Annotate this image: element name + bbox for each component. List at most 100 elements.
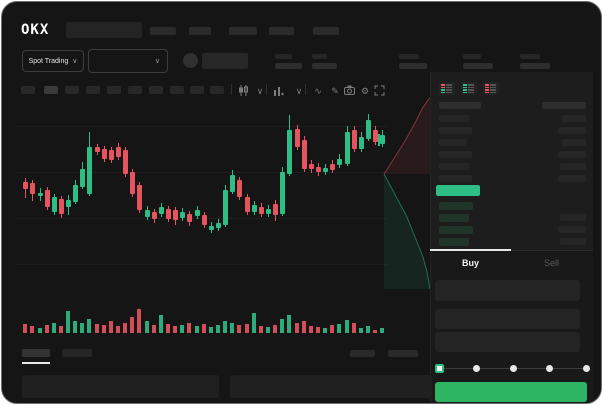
volume-bar	[73, 321, 77, 333]
timeframe-button[interactable]	[65, 86, 79, 94]
volume-bar	[345, 320, 349, 333]
book-asks-icon[interactable]	[483, 82, 499, 95]
timeframe-button[interactable]	[86, 86, 100, 94]
candle-body	[302, 140, 307, 169]
search-input[interactable]	[66, 22, 142, 38]
nav-item[interactable]	[269, 27, 294, 35]
volume-bar	[359, 328, 363, 333]
chevron-down-icon[interactable]: ∨	[256, 86, 264, 96]
stat-label-skeleton	[520, 54, 540, 59]
bid-row-price[interactable]	[439, 226, 473, 234]
tab-sell[interactable]: Sell	[543, 258, 559, 268]
candle-body	[280, 172, 285, 214]
volume-bar	[259, 326, 263, 333]
ask-row-price[interactable]	[439, 115, 469, 122]
ask-row-price[interactable]	[439, 139, 467, 146]
candle-body	[130, 172, 135, 194]
slider-stop[interactable]	[509, 365, 517, 372]
settings-icon[interactable]: ⚙	[360, 86, 370, 96]
candle-body	[202, 215, 207, 225]
timeframe-button[interactable]	[128, 86, 142, 94]
bid-row-amount	[558, 226, 586, 233]
candle-body	[230, 175, 235, 192]
nav-item[interactable]	[229, 27, 257, 35]
screenshot-icon[interactable]	[344, 85, 356, 97]
last-price-pill[interactable]	[436, 185, 480, 196]
nav-item[interactable]	[150, 27, 176, 35]
volume-bar	[109, 321, 113, 333]
ask-row-price[interactable]	[439, 163, 469, 170]
nav-item[interactable]	[313, 27, 339, 35]
pair-name-skeleton	[202, 53, 248, 69]
bottom-link[interactable]	[350, 350, 375, 357]
order-form-field[interactable]	[435, 309, 580, 329]
ask-row-amount	[558, 175, 586, 182]
bottom-tab[interactable]	[22, 349, 50, 357]
chevron-down-icon[interactable]: ∨	[295, 86, 303, 96]
timeframe-button[interactable]	[170, 86, 184, 94]
candle-body	[373, 130, 378, 142]
candle-body	[38, 193, 43, 196]
candle-body	[173, 210, 178, 220]
chevron-down-icon: ∨	[72, 57, 78, 65]
buy-submit-button[interactable]	[435, 382, 587, 402]
volume-bar	[216, 325, 220, 333]
stat-value-skeleton	[312, 63, 337, 69]
nav-item[interactable]	[189, 27, 211, 35]
candle-body	[330, 164, 335, 170]
tab-buy[interactable]: Buy	[461, 258, 479, 268]
candle-body	[87, 147, 92, 194]
candle-body	[252, 205, 257, 212]
draw-tool-icon[interactable]: ✎	[331, 86, 339, 96]
volume-bar	[23, 324, 27, 333]
bottom-tab[interactable]	[62, 349, 92, 357]
slider-stop[interactable]	[583, 365, 590, 372]
volume-bar	[123, 323, 127, 333]
candle-body	[159, 207, 164, 214]
slider-handle[interactable]	[435, 364, 444, 373]
line-style-icon[interactable]: ∿	[314, 86, 322, 96]
candle-body	[116, 147, 121, 157]
order-form-field[interactable]	[435, 332, 580, 352]
order-form-field[interactable]	[435, 280, 580, 301]
candle-body	[352, 130, 357, 149]
candle-body	[237, 180, 242, 197]
volume-bar	[80, 323, 84, 333]
tabs-divider	[431, 250, 593, 251]
last-price-marker	[378, 134, 380, 146]
market-type-dropdown[interactable]: Spot Trading ∨	[22, 50, 84, 72]
timeframe-button[interactable]	[107, 86, 121, 94]
candle-body	[195, 210, 200, 216]
candle-body	[145, 210, 150, 217]
slider-stop[interactable]	[472, 365, 480, 372]
candle-body	[309, 164, 314, 169]
book-combined-icon[interactable]	[439, 82, 455, 95]
bid-row-price[interactable]	[439, 202, 473, 210]
candle-body	[109, 150, 114, 160]
pair-selector-dropdown[interactable]: ∨	[88, 49, 168, 73]
indicators-icon[interactable]	[273, 85, 285, 97]
bid-row-price[interactable]	[439, 238, 469, 246]
volume-bar	[95, 324, 99, 333]
timeframe-button[interactable]	[21, 86, 35, 94]
timeframe-button[interactable]	[44, 86, 58, 94]
ask-row-price[interactable]	[439, 151, 472, 158]
candle-type-icon[interactable]	[238, 85, 250, 97]
bottom-link[interactable]	[388, 350, 418, 357]
timeframe-button[interactable]	[190, 86, 204, 94]
ask-row-price[interactable]	[439, 127, 472, 134]
gridline	[17, 126, 387, 127]
slider-stop[interactable]	[546, 365, 554, 372]
fullscreen-icon[interactable]	[374, 85, 386, 97]
candle-body	[180, 212, 185, 218]
volume-bar	[302, 321, 306, 333]
candle-body	[266, 209, 271, 214]
bid-row-price[interactable]	[439, 214, 469, 222]
volume-bar	[137, 309, 141, 333]
orderbook-panel	[431, 72, 593, 250]
book-bids-icon[interactable]	[461, 82, 477, 95]
timeframe-button[interactable]	[210, 86, 224, 94]
timeframe-button[interactable]	[149, 86, 163, 94]
candle-body	[123, 150, 128, 174]
ask-row-price[interactable]	[439, 175, 472, 182]
